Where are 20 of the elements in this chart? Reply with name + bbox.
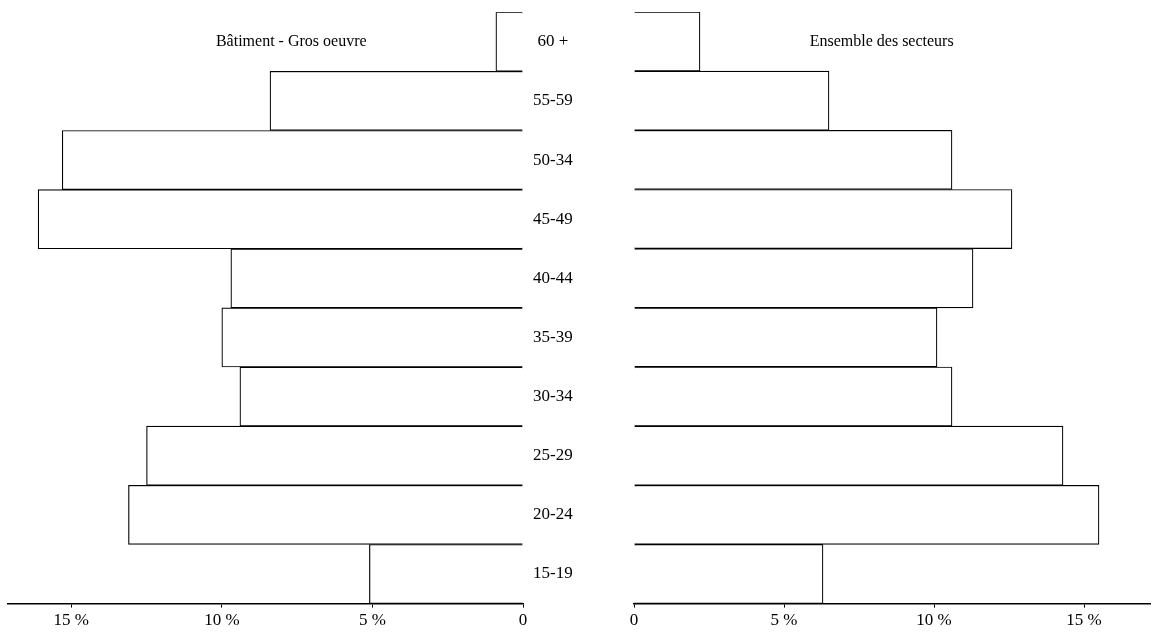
x-tick-label: 10 %: [204, 610, 240, 630]
y-tick-label: 40-44: [532, 267, 574, 287]
y-tick-label: 60 +: [537, 31, 569, 51]
x-tick-label: 5 %: [770, 610, 798, 630]
x-tick-label: 0: [518, 610, 528, 630]
y-tick-label: 20-24: [532, 504, 574, 524]
y-tick-label: 15-19: [532, 563, 573, 583]
x-tick-label: 5 %: [358, 610, 386, 630]
y-tick-label: 50-34: [532, 149, 574, 169]
y-tick-label: 55-59: [532, 90, 573, 110]
x-tick-label: 0: [629, 610, 639, 630]
y-tick-label: 30-34: [532, 386, 574, 406]
x-tick-label: 15 %: [53, 610, 89, 630]
y-tick-label: 35-39: [532, 326, 573, 346]
text: Bâtiment - Gros oeuvre: [215, 32, 367, 50]
x-tick-label: 15 %: [1066, 610, 1102, 630]
y-tick-label: 45-49: [532, 208, 573, 228]
x-tick-label: 10 %: [916, 610, 952, 630]
y-tick-label: 25-29: [532, 445, 573, 465]
text: Ensemble des secteurs: [809, 32, 954, 50]
